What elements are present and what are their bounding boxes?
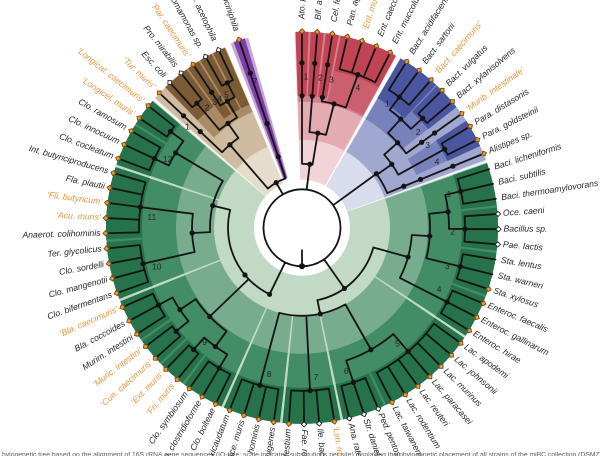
svg-text:2: 2 — [416, 127, 421, 137]
svg-text:4: 4 — [437, 284, 442, 294]
svg-text:1: 1 — [185, 121, 190, 131]
svg-text:6: 6 — [344, 366, 349, 376]
svg-text:1: 1 — [385, 99, 390, 109]
svg-text:Ros. intestium: Ros. intestium — [279, 428, 293, 456]
svg-text:5: 5 — [224, 90, 229, 100]
svg-text:12: 12 — [163, 154, 173, 164]
svg-text:Fae. rodentens: Fae. rodentens — [300, 429, 311, 456]
svg-text:7: 7 — [314, 372, 319, 382]
svg-text:1: 1 — [446, 189, 451, 199]
svg-text:Ato. parvulum: Ato. parvulum — [296, 0, 306, 20]
svg-text:10: 10 — [152, 262, 162, 272]
svg-text:4: 4 — [217, 94, 222, 104]
svg-text:3: 3 — [212, 97, 217, 107]
svg-text:2: 2 — [450, 226, 455, 236]
svg-text:hylogenetic tree based on the: hylogenetic tree based on the alignment … — [2, 452, 600, 456]
svg-text:‘Acu. muris’: ‘Acu. muris’ — [56, 210, 102, 222]
svg-text:4: 4 — [435, 157, 440, 167]
svg-text:Anaerot. colihominis: Anaerot. colihominis — [21, 228, 101, 240]
svg-text:3: 3 — [425, 140, 430, 150]
svg-text:Oce. caeni: Oce. caeni — [503, 205, 546, 218]
svg-text:Bif. animalis: Bif. animalis — [312, 0, 326, 20]
svg-text:2: 2 — [318, 73, 323, 83]
svg-text:Pae. lactis: Pae. lactis — [502, 239, 543, 252]
svg-text:2: 2 — [205, 103, 210, 113]
svg-text:3: 3 — [445, 261, 450, 271]
svg-text:Bacillus sp.: Bacillus sp. — [503, 224, 547, 234]
svg-text:1: 1 — [304, 72, 309, 82]
svg-text:9: 9 — [202, 337, 207, 347]
svg-text:11: 11 — [147, 212, 156, 222]
svg-text:3: 3 — [329, 74, 334, 84]
svg-text:7: 7 — [253, 76, 258, 86]
svg-text:Ile. bacterium: Ile. bacterium — [315, 428, 330, 456]
svg-text:4: 4 — [356, 82, 361, 92]
svg-text:5: 5 — [395, 338, 400, 348]
svg-text:8: 8 — [267, 369, 272, 379]
